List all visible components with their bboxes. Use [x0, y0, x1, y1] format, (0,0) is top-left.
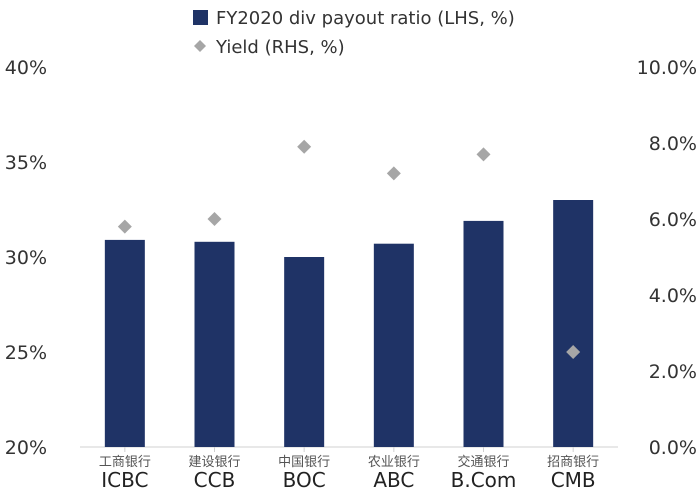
bar: [194, 241, 235, 447]
y-tick-right: 0.0%: [649, 437, 697, 459]
y-tick-right: 8.0%: [649, 133, 697, 155]
y-tick-right: 6.0%: [649, 209, 697, 231]
x-tick-label: BOC: [283, 468, 326, 492]
legend-swatch-payout: [193, 10, 208, 25]
yield-point: [476, 147, 491, 162]
y-tick-left: 20%: [5, 437, 47, 459]
x-tick-label-cn: 交通银行: [457, 454, 509, 470]
x-tick-label-cn: 农业银行: [368, 455, 420, 470]
yield-point: [566, 345, 581, 359]
y-tick-left: 35%: [5, 152, 47, 174]
y-tick-right: 4.0%: [649, 285, 697, 307]
axes: 20% 25% 30% 35% 40% 0.0% 2.0% 4.0% 6.0% 8.0% 10.0%: [5, 57, 697, 459]
yield-point: [117, 219, 132, 234]
x-tick-label-cn: 建设银行: [188, 455, 240, 470]
x-tick-label: ABC: [373, 468, 414, 492]
x-tick-label-cn: 招商银行: [547, 455, 599, 470]
legend-label-payout: FY2020 div payout ratio (LHS, %): [216, 8, 515, 29]
x-tick-label: CMB: [551, 468, 596, 492]
bar: [463, 220, 504, 447]
bar: [373, 243, 414, 447]
x-tick-label-cn: 工商银行: [99, 455, 151, 470]
yield-point: [207, 212, 222, 226]
x-tick-label: CCB: [194, 468, 236, 492]
bar: [553, 200, 594, 447]
x-tick-label: ICBC: [101, 468, 148, 492]
bar: [104, 239, 145, 447]
y-tick-right: 10.0%: [637, 57, 697, 79]
y-tick-left: 40%: [5, 57, 47, 79]
x-tick-label-cn: 中国银行: [278, 455, 330, 470]
yield-point: [386, 166, 401, 181]
bar-series: [104, 200, 594, 447]
bar: [284, 257, 325, 447]
legend: FY2020 div payout ratio (LHS, %) Yield (…: [193, 8, 515, 58]
y-tick-left: 25%: [5, 342, 47, 364]
legend-label-yield: Yield (RHS, %): [215, 37, 345, 58]
y-tick-right: 2.0%: [649, 361, 697, 383]
yield-series: [117, 139, 581, 359]
legend-marker-yield: [194, 40, 206, 52]
y-tick-left: 30%: [5, 247, 47, 269]
x-tick-label: B.Com: [451, 468, 517, 492]
yield-point: [297, 139, 312, 154]
